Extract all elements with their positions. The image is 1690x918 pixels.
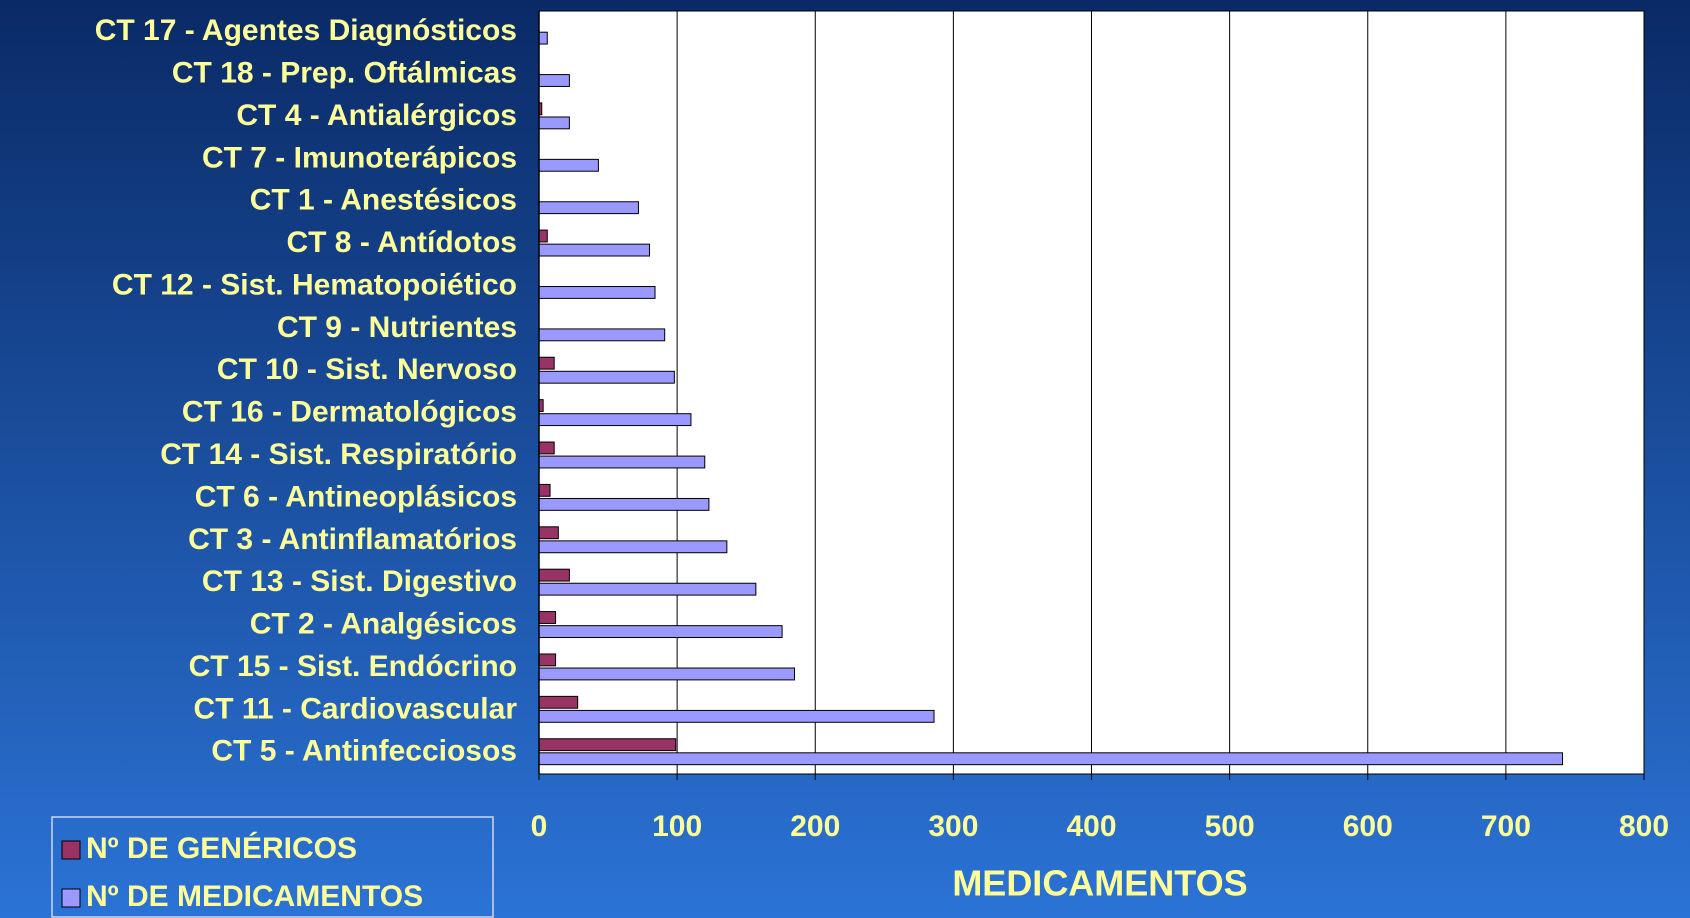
x-tick-label: 400	[1066, 810, 1116, 843]
x-tick-label: 100	[652, 810, 702, 843]
y-tick-label: CT 5 - Antinfecciosos	[211, 735, 517, 768]
legend-label: Nº DE MEDICAMENTOS	[86, 880, 423, 913]
y-tick-label: CT 9 - Nutrientes	[277, 311, 517, 344]
y-tick-label: CT 10 - Sist. Nervoso	[217, 353, 517, 386]
bar	[538, 540, 728, 554]
legend-swatch	[61, 840, 81, 860]
bar	[538, 738, 677, 752]
legend-swatch	[61, 888, 81, 908]
y-tick-label: CT 3 - Antinflamatórios	[188, 523, 517, 556]
bar	[538, 441, 555, 455]
y-tick-label: CT 6 - Antineoplásicos	[195, 480, 517, 513]
y-tick-label: CT 12 - Sist. Hematopoiético	[112, 268, 517, 301]
bar	[538, 611, 557, 624]
y-tick-label: CT 18 - Prep. Oftálmicas	[172, 57, 517, 90]
bar	[538, 229, 548, 243]
bar	[538, 413, 692, 427]
bar	[538, 455, 706, 469]
y-tick-label: CT 4 - Antialérgicos	[236, 99, 517, 132]
bar	[538, 752, 1564, 766]
x-tick-label: 300	[928, 810, 978, 843]
bar	[538, 328, 666, 342]
bar	[538, 483, 551, 497]
bar	[538, 497, 710, 511]
bar	[538, 286, 656, 299]
x-tick-label: 500	[1205, 810, 1255, 843]
bar	[538, 709, 935, 723]
bar	[538, 582, 757, 596]
bar	[538, 116, 570, 130]
y-tick-label: CT 1 - Anestésicos	[250, 184, 517, 217]
y-tick-label: CT 8 - Antídotos	[286, 226, 517, 259]
y-tick-label: CT 11 - Cardiovascular	[194, 692, 518, 725]
bar	[538, 695, 579, 709]
bar	[538, 370, 675, 384]
bar	[538, 243, 650, 257]
bar	[538, 356, 555, 370]
bar	[538, 625, 783, 639]
y-tick-label: CT 2 - Analgésicos	[250, 608, 517, 641]
y-tick-label: CT 7 - Imunoterápicos	[202, 141, 517, 174]
x-tick-label: 800	[1619, 810, 1669, 843]
legend	[51, 816, 494, 918]
y-tick-label: CT 14 - Sist. Respiratório	[160, 438, 517, 471]
y-tick-label: CT 16 - Dermatológicos	[182, 396, 517, 429]
bar	[538, 31, 548, 45]
bar	[538, 526, 559, 540]
y-tick-label: CT 15 - Sist. Endócrino	[189, 650, 517, 683]
bar	[538, 653, 557, 667]
x-tick-label: 700	[1481, 810, 1531, 843]
bar	[538, 667, 796, 681]
x-tick-label: 200	[790, 810, 840, 843]
y-tick-label: CT 13 - Sist. Digestivo	[202, 565, 517, 598]
x-tick-label: 600	[1343, 810, 1393, 843]
x-tick-label: 0	[531, 810, 548, 843]
y-tick-label: CT 17 - Agentes Diagnósticos	[95, 14, 517, 47]
bar	[538, 568, 570, 582]
bar	[538, 74, 570, 87]
bar	[538, 201, 639, 215]
bar	[538, 158, 599, 172]
x-axis-title: MEDICAMENTOS	[952, 863, 1247, 904]
legend-label: Nº DE GENÉRICOS	[86, 831, 357, 865]
